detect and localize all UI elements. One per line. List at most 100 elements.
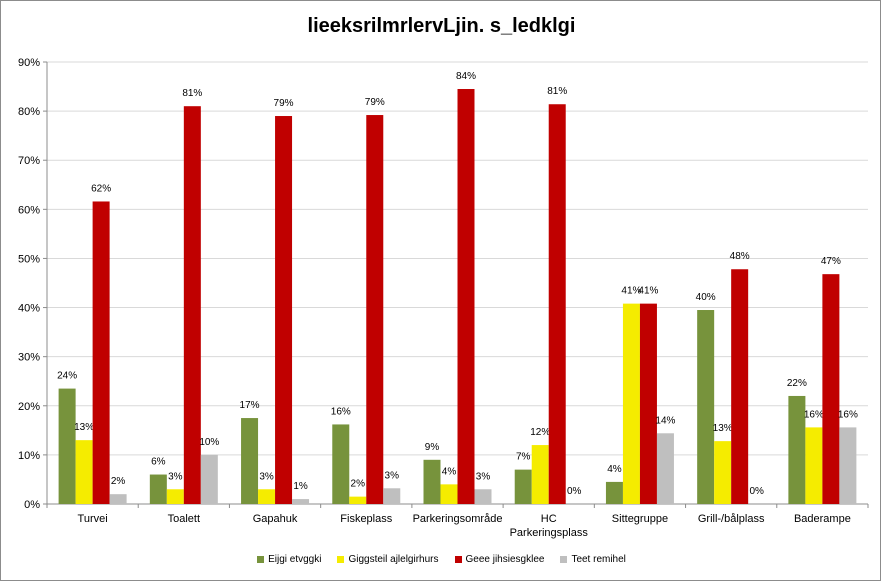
category-label: HC bbox=[541, 513, 557, 525]
data-label: 41% bbox=[621, 286, 641, 297]
y-tick-label: 30% bbox=[18, 352, 40, 364]
data-label: 79% bbox=[274, 98, 294, 109]
bar bbox=[605, 481, 623, 504]
data-label: 81% bbox=[547, 86, 567, 97]
legend-swatch bbox=[337, 556, 345, 563]
bar bbox=[58, 388, 76, 504]
data-label: 12% bbox=[530, 427, 550, 438]
bar bbox=[457, 89, 475, 504]
y-tick-label: 50% bbox=[18, 253, 40, 265]
bar bbox=[531, 445, 549, 504]
bar bbox=[258, 489, 276, 504]
data-label: 48% bbox=[730, 251, 750, 262]
data-label: 9% bbox=[425, 442, 440, 453]
bar bbox=[805, 427, 823, 504]
data-label: 6% bbox=[151, 457, 166, 468]
category-label: Toalett bbox=[168, 513, 200, 525]
data-label: 62% bbox=[91, 183, 111, 194]
legend-swatch bbox=[454, 556, 462, 563]
bar bbox=[383, 488, 401, 504]
category-label: Parkeringsplass bbox=[510, 527, 589, 539]
data-label: 4% bbox=[607, 464, 622, 475]
bar bbox=[440, 484, 458, 504]
bar bbox=[622, 303, 640, 504]
data-label: 3% bbox=[385, 470, 400, 481]
data-label: 7% bbox=[516, 452, 531, 463]
bar bbox=[241, 418, 259, 504]
data-label: 3% bbox=[259, 471, 274, 482]
data-label: 84% bbox=[456, 71, 476, 82]
data-label: 17% bbox=[240, 400, 260, 411]
legend-item: Eijgi etvggki bbox=[257, 554, 321, 565]
y-tick-label: 0% bbox=[24, 499, 40, 511]
bar bbox=[183, 106, 201, 504]
legend-swatch bbox=[560, 556, 568, 563]
data-label: 2% bbox=[351, 479, 366, 490]
y-tick-label: 80% bbox=[18, 106, 40, 118]
data-label: 41% bbox=[638, 286, 658, 297]
data-label: 79% bbox=[365, 97, 385, 108]
bar bbox=[200, 454, 218, 504]
bar bbox=[731, 269, 749, 504]
data-label: 16% bbox=[804, 409, 824, 420]
bar bbox=[275, 116, 293, 505]
category-label: Grill-/bålplass bbox=[698, 513, 765, 525]
category-label: Gapahuk bbox=[253, 513, 298, 525]
bar bbox=[697, 310, 715, 504]
bar bbox=[109, 494, 127, 504]
data-label: 4% bbox=[442, 466, 457, 477]
bar bbox=[349, 496, 367, 504]
data-label: 47% bbox=[821, 256, 841, 267]
legend-label: Teet remihel bbox=[571, 554, 626, 565]
bar bbox=[822, 274, 840, 504]
bar bbox=[75, 440, 93, 504]
bar bbox=[548, 104, 566, 504]
bar bbox=[149, 474, 167, 504]
chart-legend: Eijgi etvggki Giggsteil ajlelgirhurs Geee … bbox=[1, 554, 881, 565]
category-label: Turvei bbox=[78, 513, 108, 525]
y-tick-label: 60% bbox=[18, 204, 40, 216]
legend-label: Eijgi etvggki bbox=[268, 554, 322, 565]
bar bbox=[639, 303, 657, 504]
bar bbox=[514, 469, 532, 504]
category-label: Parkeringsområde bbox=[413, 513, 503, 525]
y-tick-label: 90% bbox=[18, 57, 40, 69]
data-label: 22% bbox=[787, 378, 807, 389]
bar bbox=[292, 499, 310, 504]
data-label: 3% bbox=[168, 471, 183, 482]
bar bbox=[166, 489, 184, 504]
data-label: 13% bbox=[74, 422, 94, 433]
bar bbox=[92, 201, 110, 504]
data-label: 1% bbox=[293, 481, 308, 492]
category-label: Baderampe bbox=[794, 513, 851, 525]
legend-item: Geee jihsiesgklee bbox=[454, 554, 544, 565]
data-label: 3% bbox=[476, 471, 491, 482]
data-label: 40% bbox=[696, 292, 716, 303]
legend-label: Giggsteil ajlelgirhurs bbox=[348, 554, 439, 565]
y-tick-label: 20% bbox=[18, 401, 40, 413]
legend-item: Teet remihel bbox=[560, 554, 626, 565]
data-label: 0% bbox=[749, 486, 764, 497]
bar bbox=[714, 441, 732, 504]
data-label: 2% bbox=[111, 476, 126, 487]
data-label: 81% bbox=[182, 88, 202, 99]
bar bbox=[474, 489, 492, 504]
y-tick-label: 70% bbox=[18, 155, 40, 167]
data-label: 13% bbox=[713, 423, 733, 434]
bar bbox=[788, 395, 806, 504]
bar bbox=[366, 115, 384, 504]
bar bbox=[332, 424, 350, 504]
legend-item: Giggsteil ajlelgirhurs bbox=[337, 554, 439, 565]
data-label: 16% bbox=[331, 406, 351, 417]
category-label: Fiskeplass bbox=[340, 513, 392, 525]
y-tick-label: 40% bbox=[18, 303, 40, 315]
data-label: 0% bbox=[567, 486, 582, 497]
chart-title: lieeksrilmrlervLjin. s_ledklgi bbox=[307, 15, 576, 37]
data-label: 14% bbox=[655, 415, 675, 426]
legend-swatch bbox=[257, 556, 265, 563]
data-label: 10% bbox=[199, 437, 219, 448]
data-label: 16% bbox=[838, 409, 858, 420]
y-tick-label: 10% bbox=[18, 450, 40, 462]
